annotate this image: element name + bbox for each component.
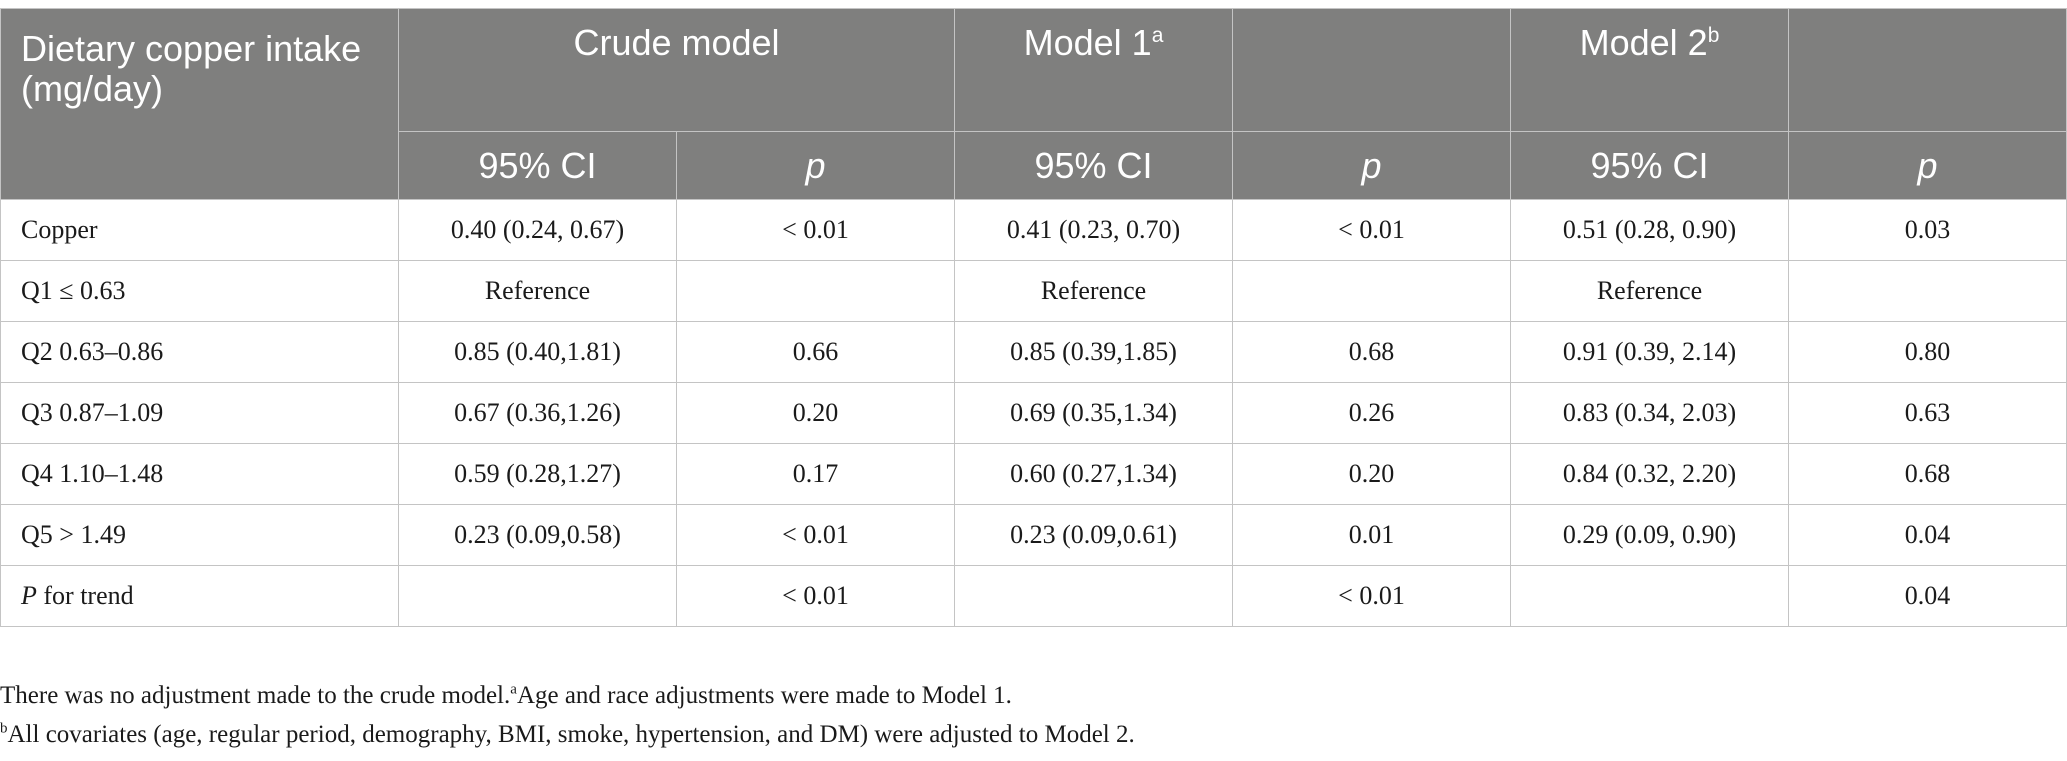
header-model2-p: p xyxy=(1788,131,2067,200)
cell-crude-p: 0.17 xyxy=(675,443,956,505)
cell-model2-p: 0.03 xyxy=(1788,199,2067,261)
cell-model1-ci: 0.60 (0.27,1.34) xyxy=(954,443,1234,505)
results-table: Dietary copper intake (mg/day) Crude mod… xyxy=(0,8,2067,627)
row-label: Copper xyxy=(0,199,399,261)
table-row-trend: P for trend < 0.01 < 0.01 0.04 xyxy=(0,565,2067,627)
row-label: Q4 1.10–1.48 xyxy=(0,443,399,505)
cell-model1-ci: 0.23 (0.09,0.61) xyxy=(954,504,1234,566)
cell-model2-p: 0.80 xyxy=(1788,321,2067,383)
header-row-1: Dietary copper intake (mg/day) Crude mod… xyxy=(0,8,2067,200)
header-model1: Model 1a xyxy=(954,8,1234,132)
cell-crude-ci: 0.67 (0.36,1.26) xyxy=(398,382,677,444)
header-model2-blank xyxy=(1788,8,2067,132)
cell-crude-ci xyxy=(398,565,677,627)
cell-model2-p: 0.04 xyxy=(1788,565,2067,627)
table-row: Copper 0.40 (0.24, 0.67) < 0.01 0.41 (0.… xyxy=(0,199,2067,261)
table-row: Q2 0.63–0.86 0.85 (0.40,1.81) 0.66 0.85 … xyxy=(0,321,2067,383)
cell-crude-ci: 0.59 (0.28,1.27) xyxy=(398,443,677,505)
header-model2: Model 2b xyxy=(1510,8,1790,132)
cell-model2-p xyxy=(1788,260,2067,322)
cell-model1-p: < 0.01 xyxy=(1232,199,1512,261)
header-crude-model: Crude model xyxy=(397,8,956,132)
header-model2-ci: 95% CI xyxy=(1510,131,1790,200)
cell-model1-ci: Reference xyxy=(954,260,1234,322)
row-label: Q5 > 1.49 xyxy=(0,504,399,566)
header-row-2: 95% CI p 95% CI p 95% CI p xyxy=(1,131,2067,200)
cell-crude-p: 0.20 xyxy=(675,382,956,444)
cell-model1-p: 0.26 xyxy=(1232,382,1512,444)
cell-model2-ci: 0.29 (0.09, 0.90) xyxy=(1510,504,1790,566)
header-crude-p: p xyxy=(675,131,956,200)
row-label: Q2 0.63–0.86 xyxy=(0,321,399,383)
table-row: Q4 1.10–1.48 0.59 (0.28,1.27) 0.17 0.60 … xyxy=(0,443,2067,505)
cell-model2-ci: 0.83 (0.34, 2.03) xyxy=(1510,382,1790,444)
table-row: Q1 ≤ 0.63 Reference Reference Reference xyxy=(0,260,2067,322)
footnote-a-text: Age and race adjustments were made to Mo… xyxy=(516,682,1012,709)
footnote-a-marker: a xyxy=(510,681,517,698)
table-row: Q3 0.87–1.09 0.67 (0.36,1.26) 0.20 0.69 … xyxy=(0,382,2067,444)
cell-model2-ci: 0.91 (0.39, 2.14) xyxy=(1510,321,1790,383)
model2-superscript: b xyxy=(1707,24,1720,47)
model1-label: Model 1 xyxy=(1023,22,1152,63)
cell-model2-p: 0.68 xyxy=(1788,443,2067,505)
cell-model1-ci: 0.69 (0.35,1.34) xyxy=(954,382,1234,444)
cell-model2-p: 0.04 xyxy=(1788,504,2067,566)
cell-model1-p: 0.01 xyxy=(1232,504,1512,566)
cell-model1-p: < 0.01 xyxy=(1232,565,1512,627)
cell-model1-ci: 0.85 (0.39,1.85) xyxy=(954,321,1234,383)
cell-model2-ci: 0.84 (0.32, 2.20) xyxy=(1510,443,1790,505)
header-crude-ci: 95% CI xyxy=(398,131,677,200)
header-model1-p: p xyxy=(1232,131,1512,200)
cell-crude-ci: 0.40 (0.24, 0.67) xyxy=(398,199,677,261)
cell-model2-ci xyxy=(1510,565,1790,627)
footnote-crude-text: There was no adjustment made to the crud… xyxy=(0,682,511,709)
row-label: Q3 0.87–1.09 xyxy=(0,382,399,444)
footnote-b-marker: b xyxy=(0,720,8,737)
footnote-line-2: bAll covariates (age, regular period, de… xyxy=(0,715,1135,754)
table-row: Q5 > 1.49 0.23 (0.09,0.58) < 0.01 0.23 (… xyxy=(0,504,2067,566)
trend-label-italic: P xyxy=(21,581,37,610)
cell-model2-ci: 0.51 (0.28, 0.90) xyxy=(1510,199,1790,261)
model1-superscript: a xyxy=(1151,24,1164,47)
trend-label-rest: for trend xyxy=(36,581,134,610)
cell-crude-p xyxy=(675,260,956,322)
cell-model1-ci: 0.41 (0.23, 0.70) xyxy=(954,199,1234,261)
cell-crude-ci: 0.23 (0.09,0.58) xyxy=(398,504,677,566)
cell-model1-p: 0.20 xyxy=(1232,443,1512,505)
cell-model1-ci xyxy=(954,565,1234,627)
cell-crude-p: 0.66 xyxy=(675,321,956,383)
header-dietary-copper: Dietary copper intake (mg/day) xyxy=(0,8,399,200)
footnote-line-1: There was no adjustment made to the crud… xyxy=(0,676,1135,715)
cell-model1-p: 0.68 xyxy=(1232,321,1512,383)
row-label: Q1 ≤ 0.63 xyxy=(0,260,399,322)
header-model1-ci: 95% CI xyxy=(954,131,1234,200)
cell-crude-p: < 0.01 xyxy=(675,199,956,261)
cell-model2-p: 0.63 xyxy=(1788,382,2067,444)
footnote-b-text: All covariates (age, regular period, dem… xyxy=(7,721,1135,748)
model2-label: Model 2 xyxy=(1579,22,1708,63)
cell-crude-p: < 0.01 xyxy=(675,504,956,566)
cell-crude-p: < 0.01 xyxy=(675,565,956,627)
cell-model1-p xyxy=(1232,260,1512,322)
cell-crude-ci: Reference xyxy=(398,260,677,322)
header-model1-blank xyxy=(1232,8,1512,132)
row-label-trend: P for trend xyxy=(0,565,399,627)
cell-crude-ci: 0.85 (0.40,1.81) xyxy=(398,321,677,383)
footnotes: There was no adjustment made to the crud… xyxy=(0,676,1135,754)
cell-model2-ci: Reference xyxy=(1510,260,1790,322)
